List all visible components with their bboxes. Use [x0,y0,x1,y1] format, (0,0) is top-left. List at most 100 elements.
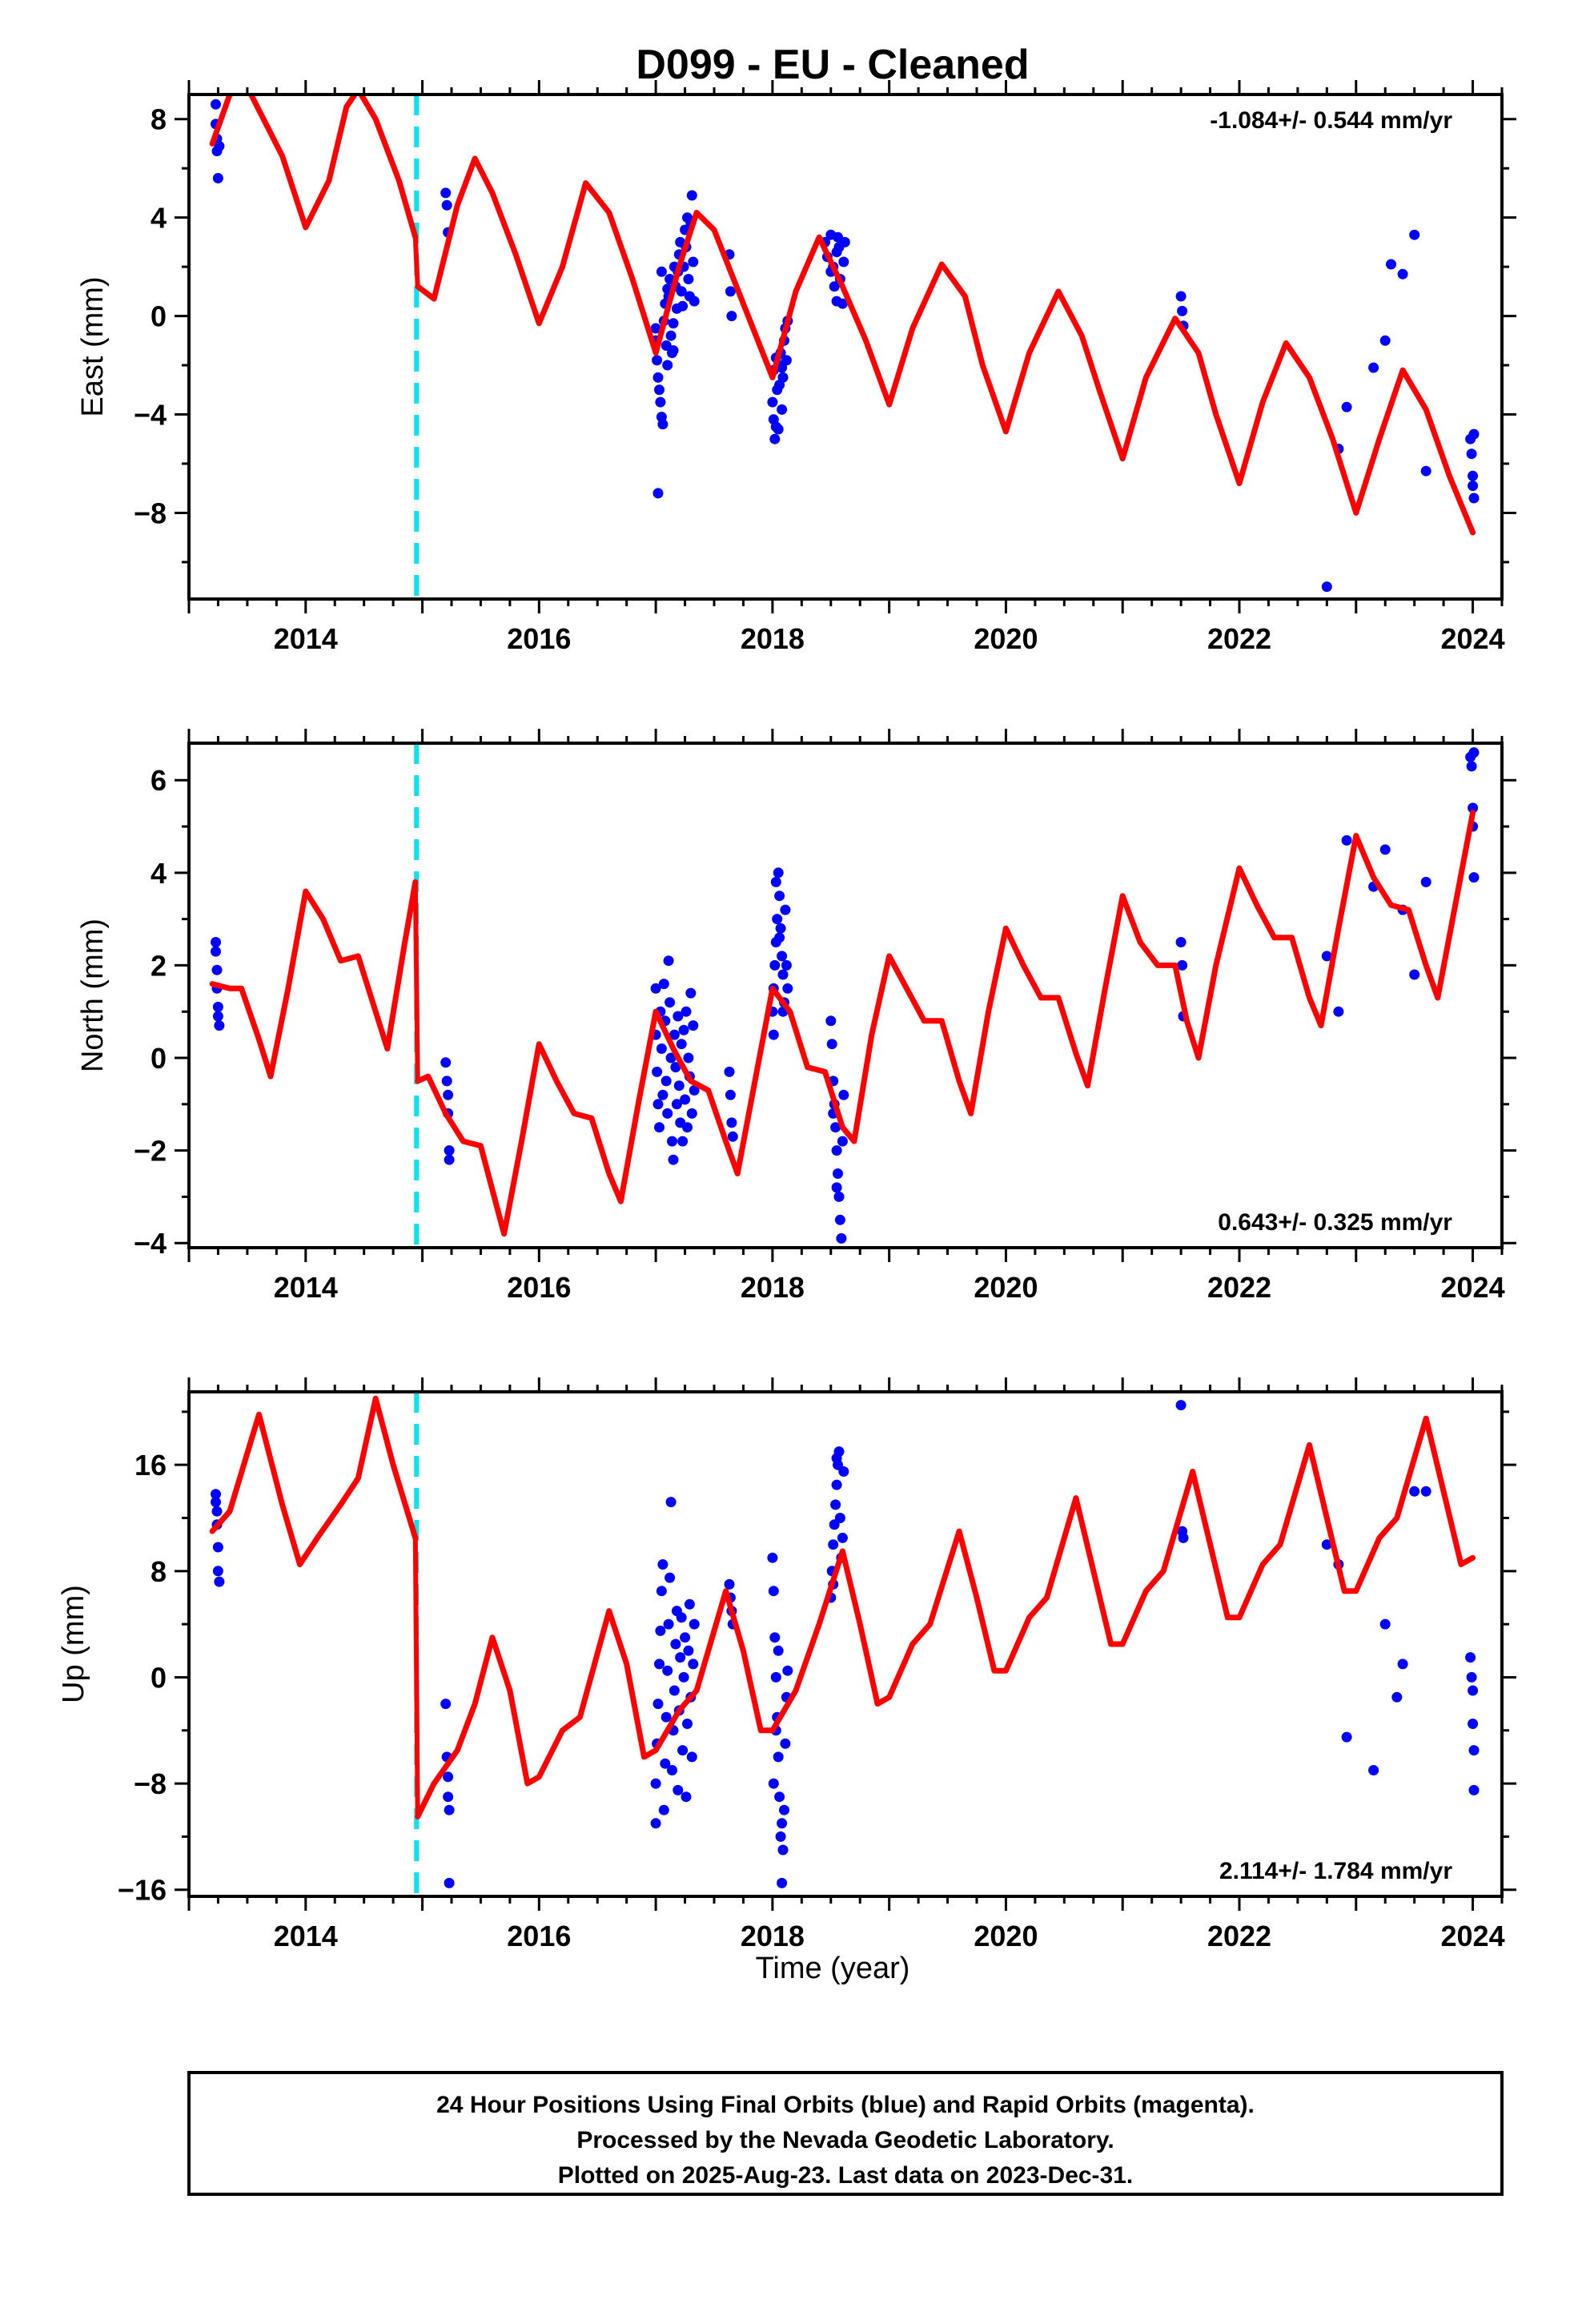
east-frame [187,93,1504,601]
up-x-tick-label: 2018 [741,1920,805,1952]
north-data-point [1341,834,1352,846]
north-data-point [688,1020,699,1031]
up-x-tick-label: 2014 [274,1920,338,1952]
up-data-point [676,1612,687,1623]
north-data-point [670,1062,681,1073]
up-y-tick-label: 0 [151,1661,167,1694]
north-data-point [212,1001,223,1012]
up-data-point [773,1751,784,1763]
up-data-point [782,1665,793,1676]
east-data-point [1468,428,1480,440]
north-data-point [777,951,788,962]
footer-line-dates: Plotted on 2025-Aug-23. Last data on 202… [558,2162,1134,2189]
north-frame [187,742,1504,1249]
up-data-point [834,1513,845,1523]
up-data-point [777,1844,789,1856]
north-data-point [662,1108,673,1119]
up-data-point [769,1632,781,1643]
up-data-point [682,1719,693,1729]
up-data-point [724,1578,735,1590]
north-data-point [676,1039,687,1050]
east-data-point [829,281,840,292]
north-data-point [212,1011,223,1022]
up-data-point [767,1552,778,1563]
north-data-point [657,1089,669,1100]
up-data-point [1178,1532,1189,1543]
north-x-tick-label: 2024 [1441,1271,1505,1304]
up-data-point [1321,1539,1332,1550]
up-data-point [773,1645,784,1656]
up-data-point [831,1453,842,1464]
up-data-point [1175,1400,1186,1411]
north-data-point [678,1024,689,1035]
north-y-tick-label: −2 [134,1135,167,1168]
east-data-point [839,236,850,247]
up-data-point [1466,1671,1477,1683]
up-data-point [214,1576,225,1587]
east-y-axis-label: East (mm) [76,276,110,416]
footer-line-lab: Processed by the Nevada Geodetic Laborat… [576,2127,1114,2153]
east-y-tick-label: −4 [134,399,167,432]
up-data-point [211,1506,223,1517]
up-data-point [655,1625,666,1636]
north-data-point [211,946,221,957]
up-x-tick-label: 2020 [974,1920,1038,1952]
up-data-point [665,1572,676,1583]
east-data-point [1468,470,1479,481]
north-data-point [654,1122,665,1133]
up-data-point [683,1645,694,1656]
north-data-point [211,937,221,947]
east-data-point [665,330,677,341]
east-data-point [837,298,848,309]
east-data-point [688,256,699,267]
north-data-point [774,932,785,943]
north-data-point [652,1099,664,1110]
north-data-point [680,1094,691,1105]
north-panel: 2014 2016 2018 2020 2022 2024 −4 −2 0 2 4 6 North (m… [76,729,1516,1304]
north-data-point [1379,844,1391,855]
east-data-point [1368,362,1379,373]
up-x-tick-label: 2024 [1441,1920,1505,1952]
north-data-point [781,959,792,971]
north-data-point [665,997,676,1008]
up-data-point [688,1659,699,1670]
up-data-point [1420,1486,1431,1497]
up-data-point [1368,1765,1379,1775]
east-data-point [777,404,788,415]
up-rate-annotation: 2.114+/- 1.784 mm/yr [1219,1858,1452,1884]
up-data-point [837,1532,848,1543]
up-x-tick-label: 2016 [507,1920,571,1952]
east-data-point [211,99,221,110]
up-data-point [656,1586,667,1597]
east-model-offset [412,237,420,287]
north-data-point [770,876,781,887]
up-y-tick-label: −16 [118,1874,167,1907]
up-frame [187,1390,1504,1898]
east-data-point [1397,268,1408,279]
north-data-point [724,1066,735,1077]
north-y-tick-label: 0 [151,1042,167,1075]
north-data-point [834,1214,845,1225]
up-y-tick-label: 16 [135,1449,167,1482]
east-data-point [214,141,225,151]
east-y-tick-label: −8 [134,497,167,529]
east-plot-area [209,94,1480,599]
up-data-point [768,1586,779,1597]
east-x-tick-label: 2022 [1207,622,1271,655]
north-data-point [1468,747,1480,758]
north-data-point [831,1145,842,1156]
north-x-tick-label: 2022 [1207,1271,1271,1304]
north-data-point [652,1066,663,1077]
east-data-point [725,286,736,297]
up-data-point [650,1818,661,1829]
north-data-point [1409,969,1420,980]
up-data-point [1468,1784,1480,1795]
north-data-point [727,1131,738,1142]
east-data-point [668,345,679,356]
up-data-point [684,1598,695,1610]
up-data-point [780,1738,791,1749]
east-data-point [767,396,778,408]
east-data-point [686,190,697,201]
up-data-point [831,1479,842,1490]
